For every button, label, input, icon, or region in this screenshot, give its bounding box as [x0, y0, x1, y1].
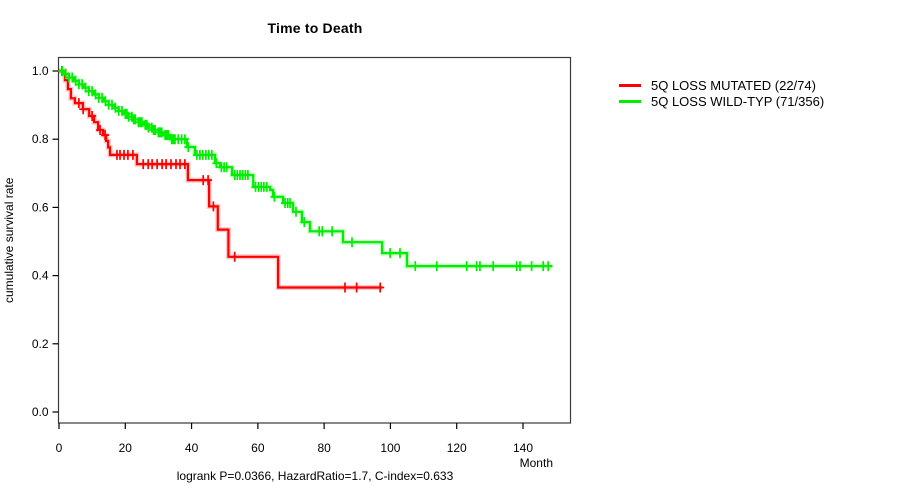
x-tick-label: 80 — [317, 441, 331, 455]
x-tick-label: 0 — [56, 441, 63, 455]
legend: 5Q LOSS MUTATED (22/74) 5Q LOSS WILD-TYP… — [619, 78, 825, 109]
plot-border — [57, 56, 572, 424]
y-tick-label: 0.0 — [32, 405, 49, 419]
y-tick-label: 0.8 — [32, 132, 49, 146]
y-tick-label: 0.4 — [32, 269, 49, 283]
legend-item-mutated: 5Q LOSS MUTATED (22/74) — [619, 78, 824, 93]
survival-curve-wildtype-censor-marks — [58, 66, 553, 272]
legend-label-mutated: 5Q LOSS MUTATED (22/74) — [651, 78, 816, 93]
stats-caption: logrank P=0.0366, HazardRatio=1.7, C-ind… — [176, 469, 454, 483]
x-axis-label: Month — [519, 456, 553, 470]
x-tick-label: 40 — [185, 441, 199, 455]
y-tick-label: 0.6 — [32, 200, 49, 214]
legend-line-green-icon — [619, 100, 641, 103]
chart-title: Time to Death — [267, 20, 363, 36]
legend-item-wildtype: 5Q LOSS WILD-TYP (71/356) — [619, 94, 825, 109]
legend-label-wildtype: 5Q LOSS WILD-TYP (71/356) — [651, 94, 825, 109]
y-tick-label: 0.2 — [32, 337, 49, 351]
x-tick-label: 120 — [447, 441, 467, 455]
x-tick-label: 140 — [513, 441, 533, 455]
legend-line-red-icon — [619, 84, 641, 87]
x-tick-label: 100 — [380, 441, 400, 455]
x-tick-label: 60 — [251, 441, 265, 455]
survival-curve-wildtype-glow — [59, 68, 553, 269]
survival-curve-wildtype — [59, 69, 553, 268]
y-tick-label: 1.0 — [32, 64, 49, 78]
x-tick-label: 20 — [119, 441, 133, 455]
